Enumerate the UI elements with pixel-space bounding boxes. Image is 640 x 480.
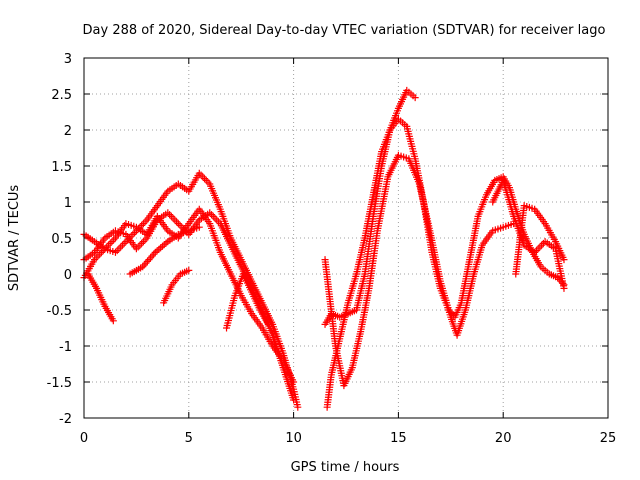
series-track-10 (323, 115, 568, 411)
data-point-marker (171, 216, 179, 224)
data-point-marker (560, 256, 568, 264)
series-track-3 (80, 205, 298, 386)
chart-title: Day 288 of 2020, Sidereal Day-to-day VTE… (83, 23, 606, 38)
data-points (80, 86, 568, 411)
grid-lines (84, 58, 608, 418)
data-point-marker (113, 247, 121, 255)
y-axis-label: SDTVAR / TECUs (7, 185, 22, 292)
x-axis-label: GPS time / hours (291, 460, 400, 475)
data-point-marker (139, 238, 147, 246)
y-tick-label: 0 (64, 268, 72, 283)
data-point-marker (208, 211, 216, 219)
y-tick-label: 1.5 (51, 160, 72, 175)
data-point-marker (157, 244, 165, 252)
data-point-marker (155, 245, 163, 253)
data-point-marker (213, 216, 221, 224)
x-tick-label: 20 (495, 431, 512, 446)
data-point-marker (145, 256, 153, 264)
data-point-marker (136, 241, 144, 249)
series-track-1 (80, 169, 302, 411)
data-point-marker (560, 284, 568, 292)
y-tick-label: -0.5 (47, 304, 72, 319)
data-point-marker (120, 239, 128, 247)
series-track-7 (223, 270, 272, 332)
data-point-marker (150, 250, 158, 258)
series-track-12 (512, 202, 568, 278)
data-point-marker (411, 94, 419, 102)
data-point-marker (174, 220, 182, 228)
data-point-marker (195, 223, 203, 231)
y-tick-label: -2 (59, 412, 72, 427)
data-point-marker (290, 396, 298, 404)
data-point-marker (106, 239, 114, 247)
data-point-marker (115, 245, 123, 253)
data-point-marker (141, 218, 149, 226)
x-tick-label: 15 (390, 431, 407, 446)
data-point-marker (158, 242, 166, 250)
y-tick-label: 2.5 (51, 88, 72, 103)
y-tick-label: -1.5 (47, 376, 72, 391)
data-point-marker (294, 403, 302, 411)
data-point-marker (199, 173, 207, 181)
x-tick-label: 10 (285, 431, 302, 446)
y-tick-label: -1 (59, 340, 72, 355)
y-tick-label: 2 (64, 124, 72, 139)
series-track-6 (160, 266, 193, 307)
data-point-marker (109, 317, 117, 325)
y-tick-label: 0.5 (51, 232, 72, 247)
x-tick-label: 0 (80, 431, 88, 446)
data-point-marker (153, 247, 161, 255)
data-point-marker (536, 243, 544, 251)
data-point-marker (202, 176, 210, 184)
data-point-marker (264, 320, 272, 328)
data-point-marker (147, 254, 155, 262)
data-point-marker (160, 241, 168, 249)
data-point-marker (148, 252, 156, 260)
data-point-marker (138, 221, 146, 229)
data-point-marker (142, 259, 150, 267)
data-point-marker (211, 214, 219, 222)
series-track-4 (84, 270, 117, 325)
data-point-marker (141, 236, 149, 244)
data-point-marker (138, 239, 146, 247)
data-point-marker (185, 266, 193, 274)
data-point-marker (151, 248, 159, 256)
data-point-marker (139, 220, 147, 228)
series-track-11 (489, 176, 568, 292)
data-point-marker (166, 211, 174, 219)
data-point-marker (169, 214, 177, 222)
x-tick-label: 25 (600, 431, 617, 446)
data-point-marker (108, 238, 116, 246)
y-tick-label: 3 (64, 52, 72, 67)
data-point-marker (290, 378, 298, 386)
plot-frame (83, 57, 609, 419)
y-tick-label: 1 (64, 196, 72, 211)
data-point-marker (201, 175, 209, 183)
data-point-marker (117, 243, 125, 251)
data-point-marker (118, 241, 126, 249)
data-point-marker (143, 257, 151, 265)
series-track-5 (126, 223, 203, 278)
data-point-marker (173, 218, 181, 226)
x-tick-label: 5 (185, 431, 193, 446)
series-track-9 (321, 151, 518, 390)
data-point-marker (110, 236, 118, 244)
